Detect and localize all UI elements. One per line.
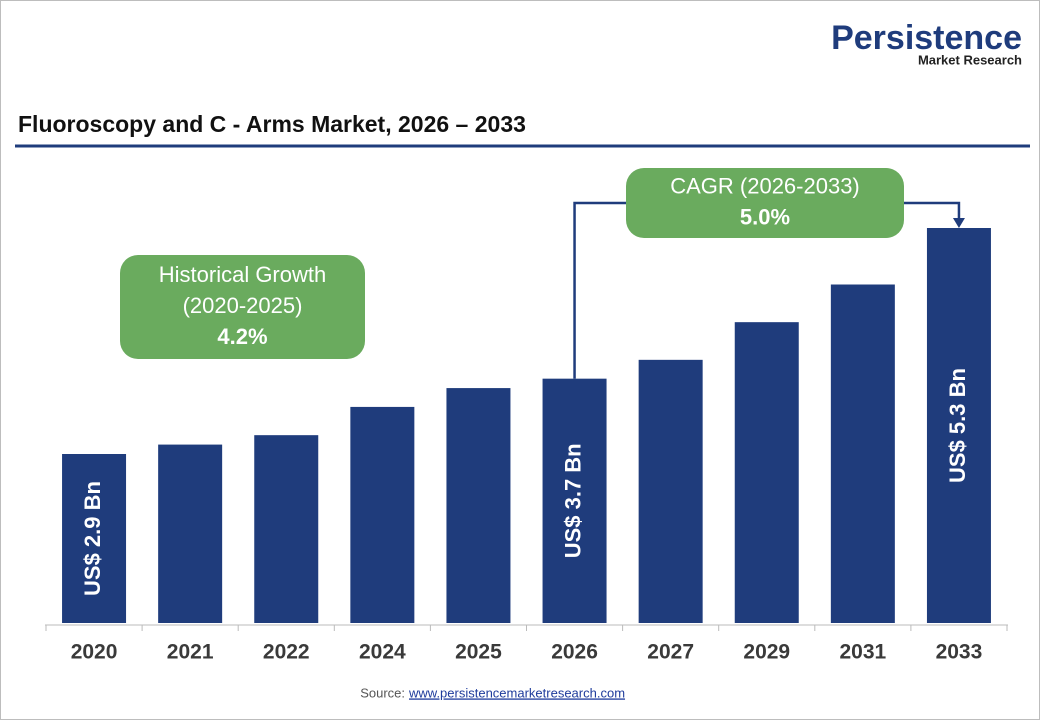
x-tick-label: 2031 bbox=[839, 641, 886, 664]
bar bbox=[254, 435, 319, 623]
x-tick-label: 2025 bbox=[455, 641, 502, 664]
bar bbox=[926, 228, 991, 623]
annotation-box bbox=[120, 255, 365, 359]
value-label: US$ 5.3 Bn bbox=[945, 368, 970, 483]
value-label: US$ 2.9 Bn bbox=[80, 481, 105, 596]
annotation-text: CAGR (2026-2033) bbox=[670, 173, 860, 198]
value-label: US$ 3.7 Bn bbox=[560, 443, 585, 558]
bar bbox=[158, 444, 223, 623]
annotation-text: 5.0% bbox=[740, 204, 790, 229]
brand-sub: Market Research bbox=[918, 52, 1022, 67]
bar bbox=[350, 406, 415, 623]
bar bbox=[62, 454, 127, 623]
bar bbox=[542, 378, 607, 623]
x-tick-label: 2024 bbox=[359, 641, 406, 664]
bar bbox=[734, 322, 799, 623]
source-link[interactable]: www.persistencemarketresearch.com bbox=[408, 685, 625, 700]
x-tick-label: 2026 bbox=[551, 641, 598, 664]
annotation-text: Historical Growth bbox=[159, 262, 326, 287]
x-tick-label: 2033 bbox=[936, 641, 983, 664]
x-tick-label: 2029 bbox=[743, 641, 790, 664]
source-label: Source: bbox=[360, 685, 405, 700]
annotation-text: (2020-2025) bbox=[183, 293, 303, 318]
x-tick-label: 2022 bbox=[263, 641, 310, 664]
chart-title: Fluoroscopy and C - Arms Market, 2026 – … bbox=[18, 111, 526, 137]
bar bbox=[830, 284, 895, 623]
x-tick-label: 2027 bbox=[647, 641, 694, 664]
bar bbox=[446, 388, 511, 623]
brand: Persistence bbox=[831, 19, 1022, 57]
annotation-box bbox=[626, 168, 904, 238]
annotation-text: 4.2% bbox=[217, 324, 267, 349]
arrow-head bbox=[952, 218, 965, 228]
x-tick-label: 2020 bbox=[71, 641, 118, 664]
bar bbox=[638, 359, 703, 623]
x-tick-label: 2021 bbox=[167, 641, 214, 664]
